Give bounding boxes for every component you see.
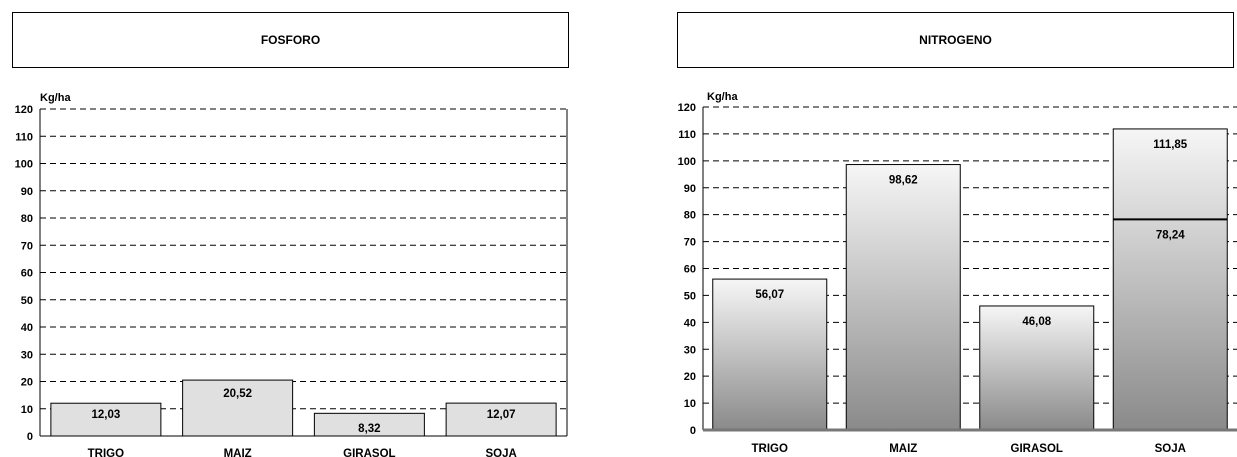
y-tick-label: 100 bbox=[15, 159, 33, 171]
y-tick-label: 100 bbox=[678, 156, 696, 168]
bar-trigo bbox=[50, 402, 162, 437]
y-tick-label: 50 bbox=[684, 290, 696, 302]
y-tick-label: 40 bbox=[21, 322, 33, 334]
bar-soja bbox=[1112, 128, 1228, 431]
bar-soja bbox=[445, 402, 557, 437]
y-tick-label: 80 bbox=[684, 210, 696, 222]
y-tick-label: 40 bbox=[684, 317, 696, 329]
y-tick-label: 110 bbox=[678, 129, 696, 141]
data-label: 98,62 bbox=[889, 175, 918, 187]
y-tick-label: 70 bbox=[21, 240, 33, 252]
y-tick-label: 0 bbox=[27, 431, 33, 443]
y-tick-label: 30 bbox=[684, 344, 696, 356]
y-tick-label: 30 bbox=[21, 349, 33, 361]
bar-trigo bbox=[712, 278, 828, 431]
data-label: 111,85 bbox=[1153, 139, 1188, 151]
x-tick-label: GIRASOL bbox=[343, 448, 395, 457]
y-tick-label: 90 bbox=[684, 183, 696, 195]
data-label: 56,07 bbox=[755, 289, 784, 301]
x-tick-label: SOJA bbox=[485, 448, 516, 457]
y-axis-label: Kg/ha bbox=[40, 92, 71, 104]
data-label: 8,32 bbox=[358, 423, 380, 435]
y-tick-label: 10 bbox=[21, 404, 33, 416]
y-tick-label: 70 bbox=[684, 237, 696, 249]
y-tick-label: 0 bbox=[690, 425, 696, 437]
data-label: 12,07 bbox=[487, 409, 516, 421]
y-tick-label: 60 bbox=[684, 264, 696, 276]
y-tick-label: 20 bbox=[21, 377, 33, 389]
chart-title-nitrogeno: NITROGENO bbox=[677, 12, 1234, 68]
y-tick-label: 110 bbox=[15, 131, 33, 143]
y-tick-label: 50 bbox=[21, 295, 33, 307]
data-label: 46,08 bbox=[1022, 316, 1051, 328]
data-label: 20,52 bbox=[223, 388, 252, 400]
y-tick-label: 90 bbox=[21, 186, 33, 198]
y-tick-label: 20 bbox=[684, 371, 696, 383]
y-tick-label: 120 bbox=[15, 104, 33, 116]
y-tick-label: 80 bbox=[21, 213, 33, 225]
x-tick-label: TRIGO bbox=[752, 443, 788, 455]
y-tick-label: 60 bbox=[21, 268, 33, 280]
data-label: 78,24 bbox=[1156, 229, 1185, 241]
x-tick-label: TRIGO bbox=[88, 448, 124, 457]
x-tick-label: GIRASOL bbox=[1011, 443, 1063, 455]
y-tick-label: 120 bbox=[678, 102, 696, 114]
x-tick-label: MAIZ bbox=[224, 448, 252, 457]
bar-girasol bbox=[979, 305, 1095, 431]
x-tick-label: MAIZ bbox=[889, 443, 917, 455]
y-axis-label: Kg/ha bbox=[707, 91, 738, 103]
bar-maiz bbox=[845, 164, 961, 431]
y-tick-label: 10 bbox=[684, 398, 696, 410]
data-label: 12,03 bbox=[91, 409, 120, 421]
x-tick-label: SOJA bbox=[1155, 443, 1186, 455]
chart-title-fosforo: FOSFORO bbox=[12, 12, 569, 68]
